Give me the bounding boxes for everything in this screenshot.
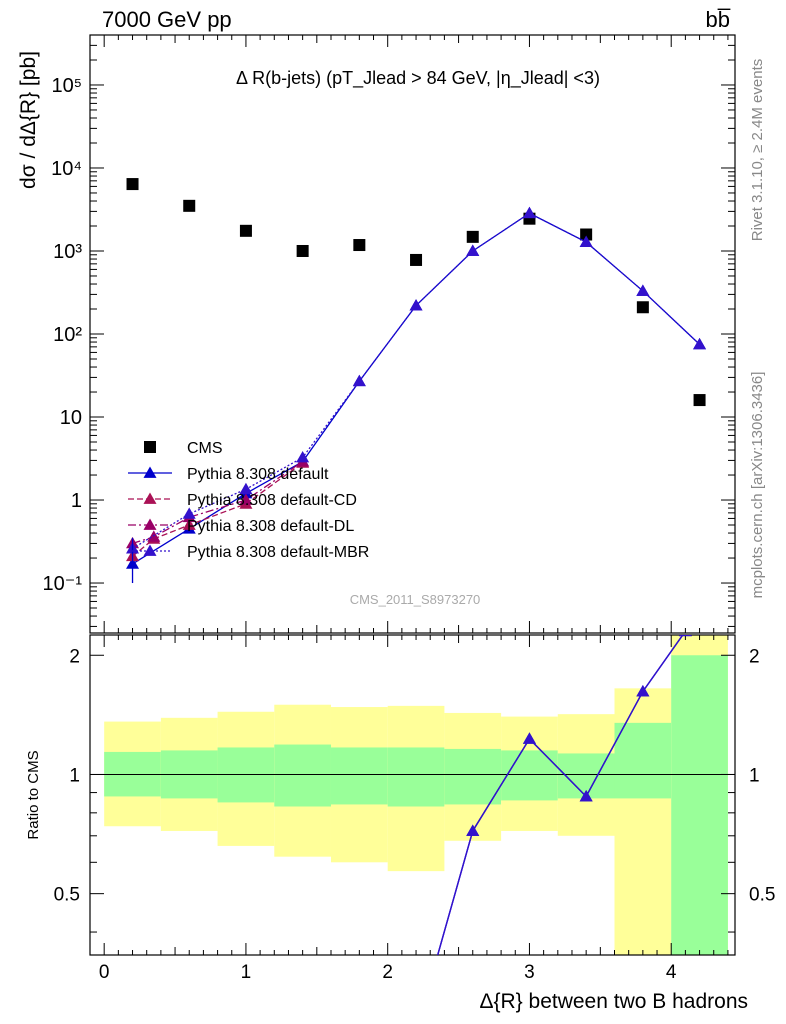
green-band-bin xyxy=(614,722,672,799)
cms-data-point xyxy=(636,301,649,314)
cms-data-point xyxy=(183,199,196,212)
mc-data-point xyxy=(296,451,310,463)
mc-series-line xyxy=(132,461,304,545)
mc-data-point xyxy=(352,374,366,387)
green-band-bin xyxy=(671,655,728,955)
legend-entry-label: Pythia 8.308 default-DL xyxy=(187,518,354,535)
watermark-label: CMS_2011_S8973270 xyxy=(350,592,481,607)
ratio-uncertainty-bands xyxy=(104,635,728,955)
ratio-data-point xyxy=(424,975,437,986)
y-tick-label: 10² xyxy=(53,324,82,346)
legend-marker xyxy=(143,466,157,478)
ratio-panel-axes: 0 1 2 3 4 0.5 0.5 1 1 2 2 xyxy=(54,634,775,983)
x-tick-label: 1 xyxy=(241,962,252,983)
ratio-frame xyxy=(89,634,736,956)
green-band-bin xyxy=(274,744,331,807)
legend-entry-label: CMS xyxy=(187,440,223,457)
energy-label: 7000 GeV pp xyxy=(102,7,232,32)
mc-data-point xyxy=(182,518,196,530)
cms-data-point xyxy=(580,228,593,241)
x-tick-label: 2 xyxy=(382,962,393,983)
main-panel-plot xyxy=(126,178,707,584)
ratio-data-point xyxy=(636,684,650,697)
legend-entry-label: Pythia 8.308 default-MBR xyxy=(187,544,369,561)
y-tick-label: 10⁴ xyxy=(51,158,82,180)
y-tick-label: 10⁵ xyxy=(51,75,82,97)
y-tick-label: 10 xyxy=(60,407,82,429)
legend-marker xyxy=(144,441,156,453)
mc-data-point xyxy=(409,299,423,311)
ratio-series-line xyxy=(436,635,684,955)
y-tick-label: 1 xyxy=(69,765,80,786)
ratio-data-point xyxy=(466,824,480,836)
green-band-bin xyxy=(387,747,445,807)
x-tick-label: 3 xyxy=(524,962,535,983)
legend-marker xyxy=(143,492,157,504)
legend-marker xyxy=(143,544,157,556)
rivet-label: Rivet 3.1.10, ≥ 2.4M events xyxy=(749,59,766,242)
legend-entry-label: Pythia 8.308 default xyxy=(187,466,329,483)
cms-data-point xyxy=(126,178,139,191)
green-band-bin xyxy=(330,747,388,805)
green-band-bin xyxy=(501,750,558,801)
cms-data-point xyxy=(466,230,479,243)
legend-marker xyxy=(143,518,157,530)
y-tick-label-right: 2 xyxy=(749,646,760,667)
y-tick-label: 10³ xyxy=(53,241,82,263)
cms-data-point xyxy=(693,394,706,407)
ratio-data-point xyxy=(424,975,437,986)
legend: CMS Pythia 8.308 default Pythia 8.308 defa… xyxy=(128,440,369,561)
y-tick-label: 2 xyxy=(69,646,80,667)
ratio-panel-plot xyxy=(424,635,692,986)
legend-entry-label: Pythia 8.308 default-CD xyxy=(187,492,357,509)
ratio-data-point xyxy=(678,635,692,637)
y-tick-label-right: 1 xyxy=(749,765,760,786)
y-tick-label: 10⁻¹ xyxy=(43,573,83,595)
y-tick-label-right: 0.5 xyxy=(749,885,775,906)
mcplots-label: mcplots.cern.ch [arXiv:1306.3436] xyxy=(749,372,766,599)
y-tick-label: 0.5 xyxy=(54,885,80,906)
cms-data-point xyxy=(410,253,423,266)
green-band-bin xyxy=(444,748,502,805)
mc-data-point xyxy=(522,206,536,219)
cms-data-point xyxy=(353,239,366,252)
mc-data-point xyxy=(239,482,253,495)
mc-data-point xyxy=(239,493,253,505)
ratio-data-point xyxy=(522,732,536,744)
mc-data-point xyxy=(693,337,707,350)
mc-data-point xyxy=(579,235,593,247)
main-title: Δ R(b-jets) (pT_Jlead > 84 GeV, |η_Jlead… xyxy=(236,68,600,89)
cms-data-point xyxy=(239,224,252,237)
mc-data-point xyxy=(182,507,196,519)
process-label: bb̅ xyxy=(706,7,731,32)
y-tick-label: 1 xyxy=(71,490,82,512)
ratio-data-point xyxy=(579,789,593,802)
main-y-axis-label: dσ / dΔ{R} [pb] xyxy=(17,51,40,189)
ratio-y-axis-label: Ratio to CMS xyxy=(25,750,42,839)
cms-data-point xyxy=(296,244,309,257)
x-tick-label: 4 xyxy=(666,962,677,983)
mc-data-point xyxy=(636,284,650,296)
mc-data-point xyxy=(466,244,480,256)
x-axis-label: Δ{R} between two B hadrons xyxy=(479,990,748,1013)
x-tick-label: 0 xyxy=(99,962,110,983)
main-panel-axes: 10⁻¹ 1 10 10² 10³ 10⁴ 10⁵ xyxy=(43,34,736,634)
